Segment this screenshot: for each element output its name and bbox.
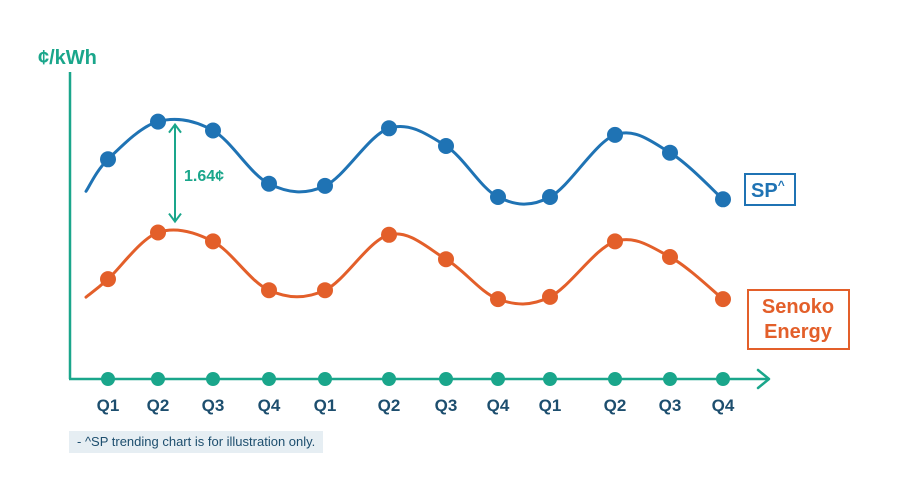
x-tick-label-10: Q3	[659, 396, 682, 415]
annotation-layer: 1.64¢	[168, 122, 224, 224]
legend-label-senoko: Senoko Energy	[762, 296, 834, 343]
series-1-point-1	[150, 224, 166, 241]
series-0-point-9	[607, 126, 623, 143]
x-tick-4	[318, 372, 332, 386]
x-tick-5	[382, 372, 396, 386]
series-0-point-11	[715, 191, 731, 208]
footnote: - ^SP trending chart is for illustration…	[69, 431, 324, 453]
series-0-point-6	[438, 138, 454, 154]
series-1-point-3	[261, 282, 277, 299]
series-0-point-3	[261, 175, 277, 192]
series-0-point-8	[542, 189, 558, 205]
series-0-point-1	[150, 113, 166, 130]
series-1-point-0	[100, 271, 116, 288]
x-axis-arrow-icon	[756, 368, 771, 390]
x-tick-label-5: Q2	[378, 396, 401, 415]
x-tick-label-9: Q2	[604, 396, 627, 415]
legend-label-sp: SP^	[751, 178, 785, 202]
chart-axes	[68, 72, 771, 390]
x-tick-label-0: Q1	[97, 396, 120, 415]
series-0-point-10	[662, 144, 678, 161]
series-0-point-4	[317, 177, 333, 194]
x-tick-0	[101, 372, 115, 386]
annotation-arrow-down-icon	[168, 212, 182, 224]
series-0-point-2	[205, 122, 221, 139]
series-1-point-6	[438, 251, 454, 268]
annotation-label: 1.64¢	[184, 168, 224, 185]
x-tick-label-1: Q2	[147, 396, 170, 415]
x-tick-2	[206, 372, 220, 386]
x-tick-10	[663, 372, 677, 386]
series-0-point-7	[490, 189, 506, 205]
series-1-point-10	[662, 249, 678, 265]
annotation-arrow-up-icon	[168, 122, 182, 134]
series-1-point-9	[607, 233, 623, 250]
y-axis-title: ¢/kWh	[38, 47, 97, 69]
x-tick-8	[543, 372, 557, 386]
series-1-point-11	[715, 291, 731, 308]
x-tick-11	[716, 372, 730, 386]
series-1	[84, 224, 731, 308]
x-tick-label-3: Q4	[258, 396, 281, 415]
legend-box-sp	[744, 173, 796, 206]
x-tick-label-11: Q4	[712, 396, 735, 415]
legend-layer: SP^ Senoko Energy	[744, 173, 850, 350]
series-line-1	[84, 228, 725, 306]
series-0	[84, 113, 731, 208]
series-layer	[84, 113, 731, 308]
series-1-point-2	[205, 233, 221, 250]
legend-box-senoko	[747, 289, 850, 350]
x-tick-label-6: Q3	[435, 396, 458, 415]
x-tick-3	[262, 372, 276, 386]
series-1-point-7	[490, 291, 506, 308]
series-0-point-0	[100, 151, 116, 168]
x-tick-7	[491, 372, 505, 386]
series-1-point-5	[381, 226, 397, 243]
x-tick-label-7: Q4	[487, 396, 510, 415]
series-1-point-8	[542, 288, 558, 305]
series-1-point-4	[317, 282, 333, 299]
series-0-point-5	[381, 120, 397, 137]
x-tick-label-8: Q1	[539, 396, 562, 415]
x-tick-9	[608, 372, 622, 386]
x-ticks-layer: Q1 Q2 Q3 Q4 Q1 Q2 Q3 Q4 Q1 Q2 Q3 Q4	[97, 372, 735, 415]
x-tick-1	[151, 372, 165, 386]
x-tick-6	[439, 372, 453, 386]
x-tick-label-4: Q1	[314, 396, 337, 415]
x-tick-label-2: Q3	[202, 396, 225, 415]
